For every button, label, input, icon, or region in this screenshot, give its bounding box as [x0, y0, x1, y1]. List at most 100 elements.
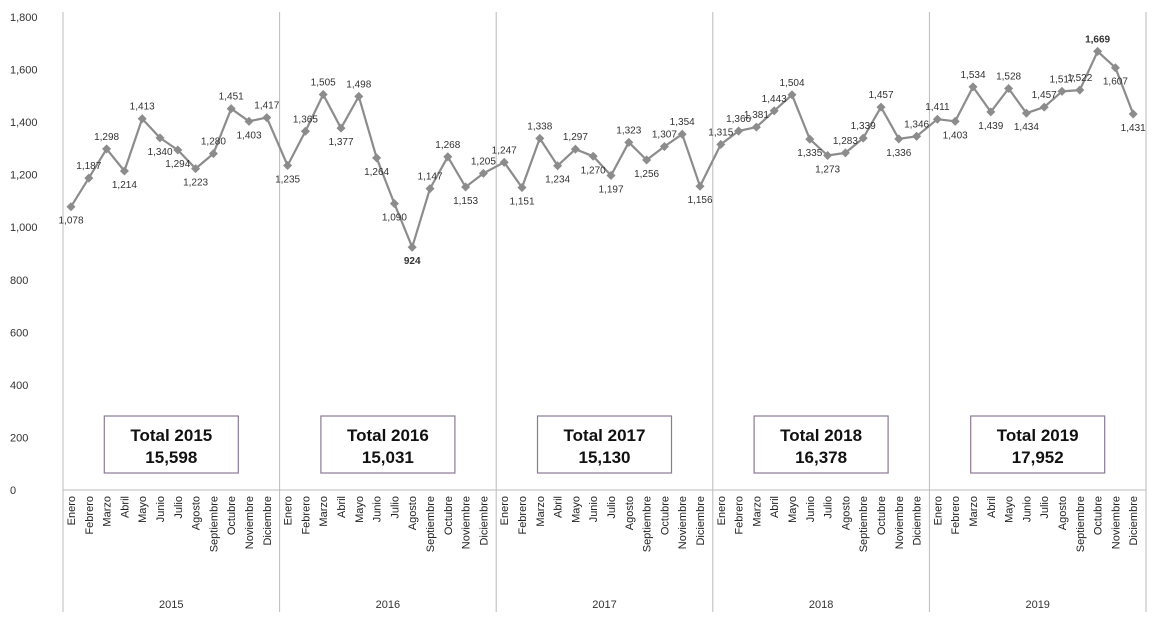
data-label: 1,451 — [219, 92, 244, 103]
x-tick-label: Diciembre — [1128, 496, 1140, 546]
x-tick-label: Mayo — [137, 496, 149, 523]
x-tick-label: Diciembre — [695, 496, 707, 546]
data-label: 1,377 — [328, 137, 353, 148]
data-label: 1,214 — [112, 180, 137, 191]
data-point — [1128, 109, 1138, 119]
data-label: 1,223 — [183, 178, 208, 189]
data-label: 1,413 — [130, 102, 155, 113]
data-label: 1,090 — [382, 213, 407, 224]
series-line — [70, 50, 1135, 249]
data-label: 1,270 — [581, 165, 606, 176]
x-tick-label: Abril — [119, 496, 131, 518]
x-tick-label: Marzo — [751, 496, 763, 527]
data-label: 924 — [404, 256, 421, 267]
x-tick-label: Abril — [336, 496, 348, 518]
data-point — [695, 181, 705, 191]
data-label: 1,365 — [293, 114, 318, 125]
x-tick-label: Abril — [769, 496, 781, 518]
data-point — [102, 144, 112, 154]
y-tick-label: 1,600 — [10, 65, 38, 77]
total-title: Total 2019 — [997, 426, 1079, 445]
data-point — [876, 102, 886, 112]
x-tick-label: Septiembre — [208, 496, 220, 552]
data-point — [950, 116, 960, 126]
data-point — [443, 152, 453, 162]
y-tick-label: 1,000 — [10, 222, 38, 234]
total-title: Total 2018 — [780, 426, 862, 445]
x-tick-label: Octubre — [226, 496, 238, 535]
x-tick-label: Diciembre — [912, 496, 924, 546]
x-tick-label: Octubre — [1093, 496, 1105, 535]
data-label: 1,297 — [563, 132, 588, 143]
x-tick-label: Noviembre — [244, 496, 256, 549]
x-tick-label: Diciembre — [262, 496, 274, 546]
data-label: 1,607 — [1103, 77, 1128, 88]
x-tick-label: Enero — [283, 496, 295, 525]
year-label: 2017 — [592, 599, 616, 611]
x-tick-label: Abril — [553, 496, 565, 518]
x-tick-label: Julio — [1039, 496, 1051, 519]
data-label: 1,234 — [545, 175, 570, 186]
data-label: 1,431 — [1121, 123, 1146, 134]
total-value: 16,378 — [795, 448, 847, 467]
data-label: 1,338 — [527, 121, 552, 132]
y-tick-label: 600 — [10, 327, 28, 339]
total-box — [753, 415, 889, 474]
data-label: 1,534 — [960, 70, 985, 81]
data-label: 1,153 — [453, 196, 478, 207]
year-label: 2016 — [376, 599, 400, 611]
data-label: 1,335 — [797, 148, 822, 159]
x-tick-label: Julio — [389, 496, 401, 519]
x-tick-label: Octubre — [876, 496, 888, 535]
x-tick-label: Junio — [372, 496, 384, 522]
x-tick-label: Mayo — [1004, 496, 1016, 523]
total-box — [970, 415, 1106, 474]
data-label: 1,417 — [254, 101, 279, 112]
y-tick-label: 200 — [10, 432, 28, 444]
data-label: 1,340 — [147, 147, 172, 158]
total-value: 17,952 — [1012, 448, 1064, 467]
x-tick-label: Diciembre — [478, 496, 490, 546]
data-point — [66, 202, 76, 212]
x-tick-label: Junio — [588, 496, 600, 522]
data-label: 1,315 — [708, 127, 733, 138]
x-tick-label: Noviembre — [894, 496, 906, 549]
data-point — [226, 104, 236, 114]
data-point — [1004, 83, 1014, 94]
x-tick-label: Enero — [66, 496, 78, 525]
y-tick-label: 1,200 — [10, 170, 38, 182]
total-box — [536, 415, 673, 474]
x-tick-label: Mayo — [354, 496, 366, 523]
x-tick-label: Marzo — [102, 496, 114, 527]
x-tick-label: Mayo — [570, 496, 582, 523]
data-point — [119, 166, 129, 176]
x-tick-label: Julio — [823, 496, 835, 519]
data-point — [372, 153, 382, 163]
year-label: 2019 — [1025, 599, 1049, 611]
data-label: 1,669 — [1085, 34, 1110, 45]
data-point — [318, 89, 328, 100]
data-label: 1,283 — [833, 136, 858, 147]
data-point — [823, 150, 833, 161]
year-label: 2018 — [809, 599, 833, 611]
data-point — [354, 91, 364, 101]
x-tick-label: Octubre — [659, 496, 671, 535]
data-label: 1,354 — [670, 117, 695, 128]
x-tick-label: Julio — [173, 496, 185, 519]
data-label: 1,411 — [925, 102, 950, 113]
data-point — [1021, 108, 1031, 118]
data-label: 1,273 — [815, 164, 840, 175]
data-label: 1,457 — [1032, 90, 1057, 101]
x-tick-label: Febrero — [950, 496, 962, 535]
data-point — [912, 131, 922, 141]
data-label: 1,151 — [509, 197, 534, 208]
y-tick-label: 400 — [10, 380, 28, 392]
data-label: 1,403 — [236, 130, 261, 141]
x-tick-label: Marzo — [535, 496, 547, 527]
total-value: 15,031 — [362, 448, 414, 467]
data-point — [262, 113, 272, 123]
data-point — [244, 116, 254, 126]
x-tick-label: Agosto — [1057, 496, 1069, 530]
data-label: 1,256 — [634, 169, 659, 180]
